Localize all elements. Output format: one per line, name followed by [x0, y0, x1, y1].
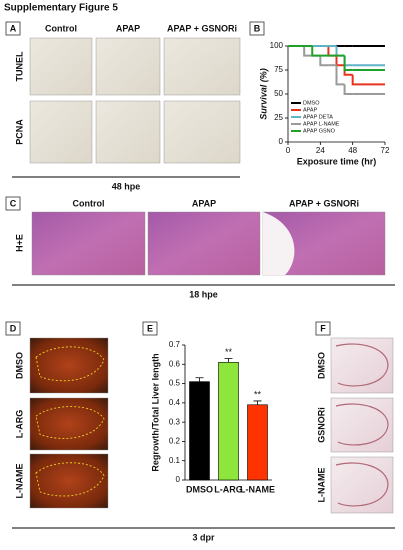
error-bar — [224, 358, 233, 363]
micrograph — [29, 453, 109, 509]
panel-label-box — [249, 21, 265, 36]
row-label: PCNA — [14, 119, 24, 145]
y-tick-label: 0.3 — [169, 417, 181, 426]
column-header: Control — [73, 198, 105, 208]
micrograph — [31, 211, 146, 276]
significance-marker: ** — [254, 389, 262, 399]
x-tick-label: 0 — [286, 146, 291, 155]
survival-step — [319, 55, 329, 67]
survival-step — [343, 84, 353, 95]
section-outline — [335, 462, 389, 507]
bar — [218, 362, 239, 481]
panel-label-box — [5, 21, 21, 36]
row-label: GSNORi — [316, 407, 326, 443]
y-tick-label: 100 — [270, 41, 284, 50]
y-tick-label: 0.4 — [169, 398, 181, 407]
y-axis-title: Regrowth/Total Liver length — [150, 353, 160, 471]
survival-step — [343, 55, 353, 71]
micrograph — [330, 337, 394, 394]
column-header: APAP — [192, 198, 216, 208]
panel-label: A — [10, 23, 17, 33]
survival-step — [335, 65, 345, 86]
survival-step — [327, 46, 337, 57]
micrograph — [163, 37, 241, 96]
legend-label: APAP GSNO — [303, 128, 336, 134]
panel-label-box — [5, 196, 21, 211]
section-outline — [335, 403, 389, 446]
figure-title: Supplementary Figure 5 — [4, 3, 118, 14]
survival-step — [311, 46, 321, 57]
panel-label-box — [315, 321, 331, 336]
x-tick-label: DMSO — [186, 484, 213, 494]
y-tick-label: 0 — [176, 475, 181, 484]
x-tick-label: L-ARG — [214, 484, 243, 494]
legend-label: APAP L-NAME — [303, 121, 340, 127]
legend-label: APAP — [303, 107, 318, 113]
legend-label: DMSO — [303, 100, 320, 106]
panel-label: C — [10, 198, 17, 208]
survival-step — [335, 55, 345, 67]
column-header: APAP + GSNORi — [167, 23, 237, 33]
micrograph — [29, 397, 109, 451]
legend-label: APAP DETA — [303, 114, 333, 120]
micrograph — [95, 37, 161, 96]
survival-step — [343, 55, 353, 67]
section-outline — [335, 343, 389, 387]
y-tick-label: 50 — [274, 89, 283, 98]
panel-label-box — [142, 321, 158, 336]
micrograph — [330, 456, 394, 514]
x-tick-label: 72 — [381, 146, 390, 155]
column-header: APAP — [116, 23, 140, 33]
row-label: DMSO — [14, 352, 24, 379]
y-tick-label: 0.2 — [169, 437, 181, 446]
row-label: L-ARG — [14, 410, 24, 439]
micrograph — [29, 337, 109, 394]
panel-label: D — [10, 323, 17, 333]
timeline-label: 18 hpe — [189, 289, 218, 299]
y-tick-label: 0 — [279, 137, 284, 146]
lobe-outline — [35, 406, 105, 439]
micrograph — [147, 211, 261, 276]
y-tick-label: 0.6 — [169, 359, 181, 368]
bar — [247, 404, 268, 481]
timeline-label: 48 hpe — [112, 181, 141, 191]
micrograph — [29, 37, 93, 96]
error-bar — [195, 377, 204, 382]
row-label: L-NAME — [14, 464, 24, 499]
panel-label-box — [5, 321, 21, 336]
survival-step — [351, 74, 385, 86]
micrograph — [163, 100, 241, 164]
column-header: Control — [45, 23, 77, 33]
y-tick-label: 0.1 — [169, 456, 181, 465]
y-tick-label: 0.5 — [169, 379, 181, 388]
x-tick-label: 24 — [316, 146, 325, 155]
y-tick-label: 0.7 — [169, 340, 181, 349]
panel-label: F — [320, 323, 326, 333]
row-label: H+E — [14, 234, 24, 252]
y-tick-label: 25 — [274, 113, 283, 122]
micrograph — [29, 100, 93, 164]
x-tick-label: 48 — [348, 146, 357, 155]
y-axis-title: Survival (%) — [258, 68, 268, 120]
lobe-outline — [35, 462, 105, 497]
survival-step — [335, 46, 345, 57]
tissue-edge — [263, 212, 295, 275]
timeline-label: 3 dpr — [192, 532, 215, 542]
row-label: L-NAME — [316, 468, 326, 503]
survival-step — [303, 46, 313, 57]
row-label: DMSO — [316, 352, 326, 379]
row-label: TUNEL — [14, 51, 24, 81]
significance-marker: ** — [225, 347, 233, 357]
panel-label: E — [147, 323, 153, 333]
panel-label: B — [254, 23, 261, 33]
column-header: APAP + GSNORi — [289, 198, 359, 208]
micrograph — [95, 100, 161, 164]
y-tick-label: 75 — [274, 65, 283, 74]
bar — [189, 381, 210, 481]
x-tick-label: L-NAME — [240, 484, 275, 494]
x-axis-title: Exposure time (hr) — [297, 156, 377, 166]
error-bar — [253, 400, 262, 405]
